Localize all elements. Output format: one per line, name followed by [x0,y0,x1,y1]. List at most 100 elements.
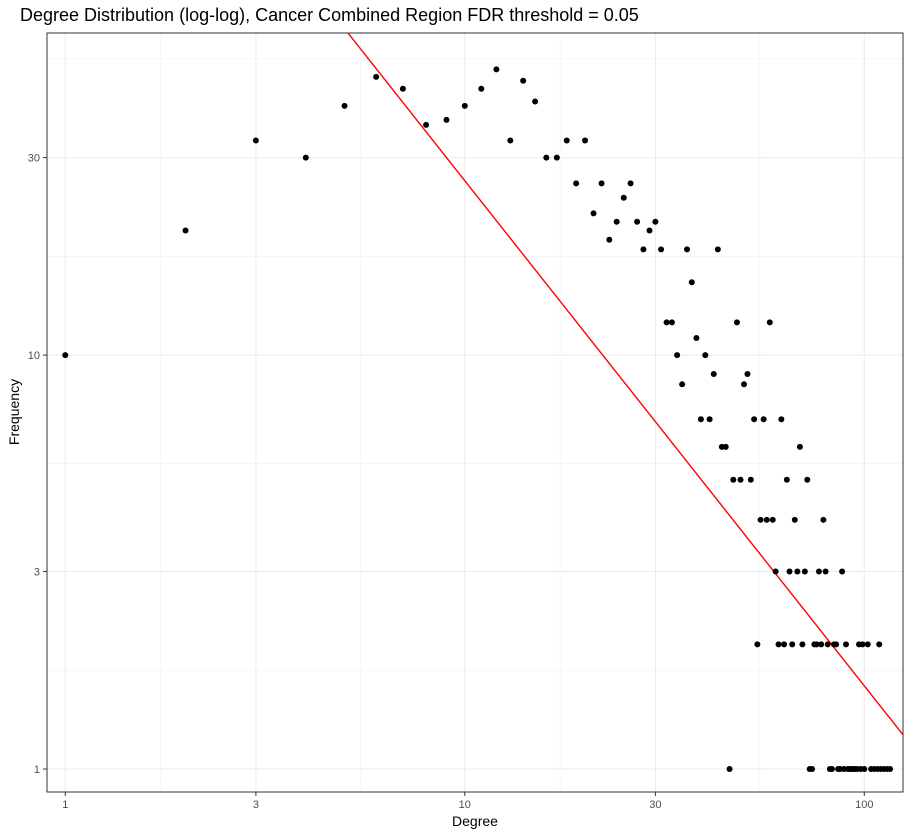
data-point [809,766,816,773]
data-point [820,516,827,523]
data-point [730,476,737,483]
data-point [861,766,868,773]
data-point [706,416,713,423]
data-point [553,154,560,161]
data-point [751,416,758,423]
x-tick-label: 100 [855,799,873,811]
data-point [697,416,704,423]
data-point [813,641,820,648]
data-point [786,568,793,575]
data-point [252,137,259,144]
data-point [684,246,691,253]
data-point [887,766,894,773]
data-point [532,98,539,105]
data-point [737,476,744,483]
y-tick-label: 1 [34,764,40,776]
data-point [582,137,589,144]
data-point [744,371,751,378]
data-point [373,73,380,80]
data-point [443,116,450,123]
data-point [789,641,796,648]
data-point [590,210,597,217]
data-point [783,476,790,483]
data-point [839,568,846,575]
data-point [520,77,527,84]
data-point [781,641,788,648]
data-point [543,154,550,161]
data-point [702,352,709,359]
data-point [493,66,500,73]
data-point [182,227,189,234]
data-point [791,516,798,523]
data-point [302,154,309,161]
data-point [778,416,785,423]
data-point [833,641,840,648]
x-tick-label: 10 [459,799,471,811]
data-point [674,352,681,359]
data-point [606,236,613,243]
data-point [714,246,721,253]
data-point [627,180,634,187]
data-point [754,641,761,648]
data-point [640,246,647,253]
data-point [399,85,406,92]
data-point [423,121,430,128]
chart-title: Degree Distribution (log-log), Cancer Co… [20,5,639,25]
data-point [741,381,748,388]
data-point [573,180,580,187]
x-axis: 1 3 10 30 100 [62,792,873,811]
data-point [733,319,740,326]
data-point [688,279,695,286]
data-point [620,194,627,201]
data-point [815,568,822,575]
data-point [818,641,825,648]
data-point [769,516,776,523]
data-point [876,641,883,648]
x-tick-label: 3 [253,799,259,811]
data-point [507,137,514,144]
data-point [634,218,641,225]
y-tick-label: 30 [28,153,40,165]
y-axis: 1 3 10 30 [28,153,47,776]
fit-line-layer [347,33,903,736]
data-point [663,319,670,326]
data-point [760,416,767,423]
data-point [341,102,348,109]
data-point [775,641,782,648]
data-point [563,137,570,144]
data-point [747,476,754,483]
data-point [598,180,605,187]
data-point [679,381,686,388]
data-point [828,766,835,773]
x-axis-title: Degree [452,813,498,829]
data-point [646,227,653,234]
data-point [822,568,829,575]
data-point [794,568,801,575]
data-point [722,443,729,450]
data-point [772,568,779,575]
y-tick-label: 3 [34,567,40,579]
data-point [859,641,866,648]
data-point [62,352,69,359]
x-tick-label: 1 [62,799,68,811]
x-tick-label: 30 [649,799,661,811]
points-layer [62,66,894,773]
data-point [763,516,770,523]
data-point [613,218,620,225]
y-tick-label: 10 [28,350,40,362]
data-point [799,641,806,648]
fit-line [347,33,903,736]
data-point [658,246,665,253]
data-point [461,102,468,109]
data-point [804,476,811,483]
data-point [757,516,764,523]
data-point [668,319,675,326]
data-point [801,568,808,575]
data-point [478,85,485,92]
grid-lines [47,33,903,792]
data-point [693,334,700,341]
plot-panel-border [46,32,904,793]
data-point [843,641,850,648]
data-point [652,218,659,225]
